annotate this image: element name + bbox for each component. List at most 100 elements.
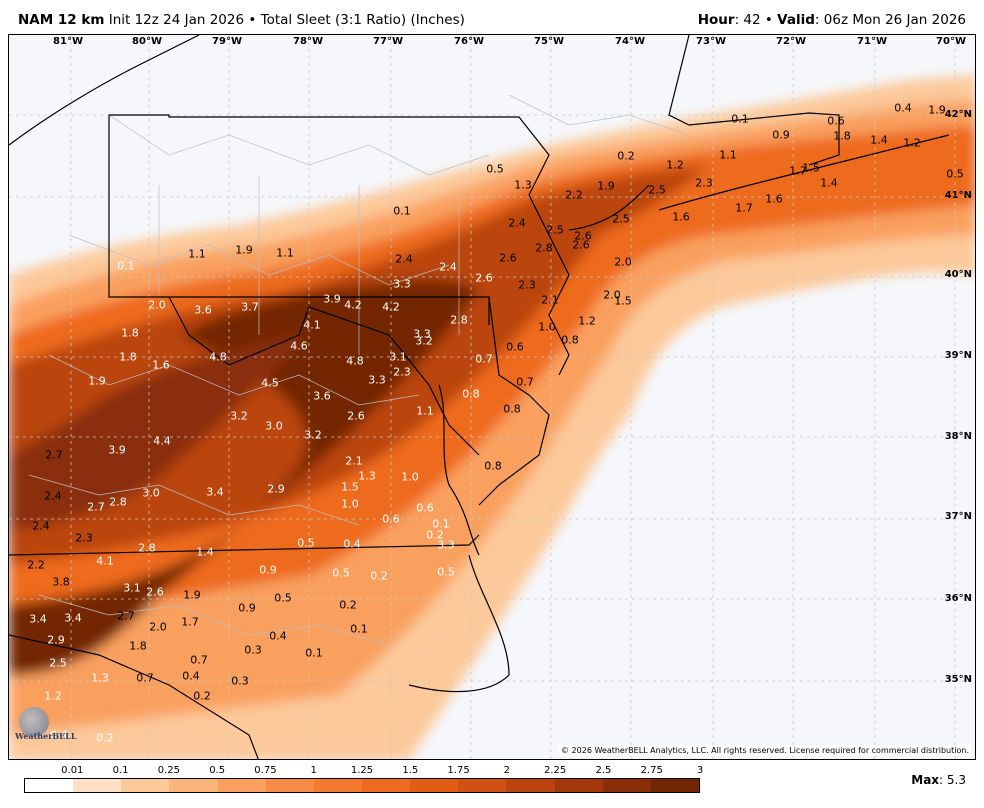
sleet-value-label: 1.8 (121, 326, 139, 340)
colorbar-label: 0.5 (209, 765, 226, 776)
sleet-value-label: 2.5 (546, 223, 564, 237)
sleet-value-label: 1.9 (183, 588, 201, 602)
sleet-value-label: 2.1 (541, 293, 559, 307)
sleet-value-label: 4.2 (344, 298, 362, 312)
sleet-value-label: 2.6 (347, 409, 365, 423)
sleet-value-label: 1.1 (416, 404, 434, 418)
lon-label: 77°W (373, 36, 403, 47)
sleet-value-label: 0.1 (305, 646, 323, 660)
sleet-value-label: 2.5 (49, 656, 67, 670)
sleet-value-label: 1.7 (735, 201, 753, 215)
sleet-value-label: 0.6 (506, 340, 524, 354)
sleet-value-label: 1.0 (341, 497, 359, 511)
lon-label: 80°W (132, 36, 162, 47)
sleet-value-label: 0.4 (50, 728, 68, 742)
lon-label: 76°W (454, 36, 484, 47)
colorbar-label: 0.25 (157, 765, 180, 776)
sleet-value-label: 0.2 (96, 731, 114, 745)
lat-label: 39°N (944, 350, 972, 361)
sleet-value-label: 0.1 (432, 517, 450, 531)
header: NAM 12 km Init 12z 24 Jan 2026 • Total S… (0, 0, 984, 34)
sleet-value-label: 2.1 (345, 454, 363, 468)
header-valid: Hour: 42 • Valid: 06z Mon 26 Jan 2026 (698, 12, 966, 28)
sleet-value-label: 4.6 (290, 339, 308, 353)
sleet-value-label: 3.4 (29, 612, 47, 626)
colorbar-label: 0.1 (112, 765, 129, 776)
lat-label: 38°N (944, 431, 972, 442)
colorbar-label: 2.5 (595, 765, 612, 776)
sleet-value-label: 2.7 (117, 609, 135, 623)
colorbar-label: 1.5 (402, 765, 419, 776)
sleet-value-label: 2.3 (75, 531, 93, 545)
sleet-value-label: 2.4 (439, 260, 457, 274)
sleet-value-label: 0.3 (244, 643, 262, 657)
sleet-value-label: 1.0 (401, 470, 419, 484)
sleet-value-label: 1.4 (870, 133, 888, 147)
valid-value: : 06z Mon 26 Jan 2026 (814, 12, 966, 28)
sleet-value-label: 1.3 (358, 469, 376, 483)
sleet-value-label: 0.9 (259, 563, 277, 577)
sleet-value-label: 0.2 (193, 689, 211, 703)
colorbar-swatch (217, 779, 266, 792)
sleet-value-label: 0.6 (416, 501, 434, 515)
sleet-value-label: 4.8 (346, 354, 364, 368)
sleet-value-label: 3.0 (265, 419, 283, 433)
sleet-value-label: 2.8 (450, 313, 468, 327)
sleet-value-label: 1.5 (802, 161, 820, 175)
sleet-value-label: 2.8 (138, 541, 156, 555)
sleet-value-label: 1.5 (341, 480, 359, 494)
lat-label: 40°N (944, 269, 972, 280)
colorbar-swatch (265, 779, 314, 792)
weatherbell-logo-globe (19, 707, 49, 737)
colorbar-swatch (73, 779, 122, 792)
sleet-value-label: 3.3 (368, 373, 386, 387)
lat-label: 42°N (944, 109, 972, 120)
sleet-value-label: 3.2 (304, 428, 322, 442)
sleet-value-label: 3.6 (313, 389, 331, 403)
colorbar-swatch (121, 779, 170, 792)
sleet-value-label: 3.9 (108, 443, 126, 457)
sleet-value-label: 1.4 (820, 176, 838, 190)
sleet-value-label: 4.5 (261, 376, 279, 390)
sleet-value-label: 0.4 (269, 629, 287, 643)
sleet-value-label: 1.6 (152, 358, 170, 372)
lon-label: 74°W (615, 36, 645, 47)
sleet-value-label: 1.2 (578, 314, 596, 328)
sleet-value-label: 2.7 (45, 448, 63, 462)
sleet-value-label: 0.6 (382, 512, 400, 526)
sleet-value-label: 3.3 (393, 277, 411, 291)
colorbar-label: 0.01 (61, 765, 84, 776)
sleet-value-label: 0.4 (182, 669, 200, 683)
sleet-value-label: 4.4 (153, 434, 171, 448)
sleet-value-label: 1.2 (903, 136, 921, 150)
sleet-value-label: 4.8 (209, 350, 227, 364)
sleet-value-label: 2.4 (395, 252, 413, 266)
lon-label: 75°W (534, 36, 564, 47)
sleet-value-label: 1.1 (188, 247, 206, 261)
sleet-value-label: 3.3 (413, 327, 431, 341)
sleet-value-label: 1.2 (44, 689, 62, 703)
colorbar-label: 1 (310, 765, 317, 776)
colorbar-swatch (313, 779, 362, 792)
sleet-value-label: 3.1 (389, 350, 407, 364)
header-title: NAM 12 km Init 12z 24 Jan 2026 • Total S… (18, 12, 465, 28)
colorbar-label: 1.25 (350, 765, 374, 776)
colorbar (24, 778, 700, 793)
sleet-value-label: 0.7 (475, 352, 493, 366)
colorbar-swatch (410, 779, 459, 792)
sleet-value-label: 1.3 (91, 671, 109, 685)
sleet-value-label: 0.1 (117, 259, 135, 273)
lat-label: 41°N (944, 190, 972, 201)
sleet-value-label: 2.9 (267, 482, 285, 496)
sleet-value-label: 1.6 (765, 192, 783, 206)
sleet-value-label: 2.6 (499, 251, 517, 265)
sleet-value-label: 1.0 (538, 320, 556, 334)
sleet-value-label: 4.2 (382, 300, 400, 314)
weatherbell-logo: WeatherBELL (15, 731, 77, 741)
sleet-value-label: 3.2 (415, 334, 433, 348)
sleet-value-label: 2.6 (574, 229, 592, 243)
sleet-value-label: 2.9 (47, 633, 65, 647)
colorbar-swatch (458, 779, 507, 792)
lon-label: 79°W (212, 36, 242, 47)
sleet-value-label: 1.8 (129, 639, 147, 653)
